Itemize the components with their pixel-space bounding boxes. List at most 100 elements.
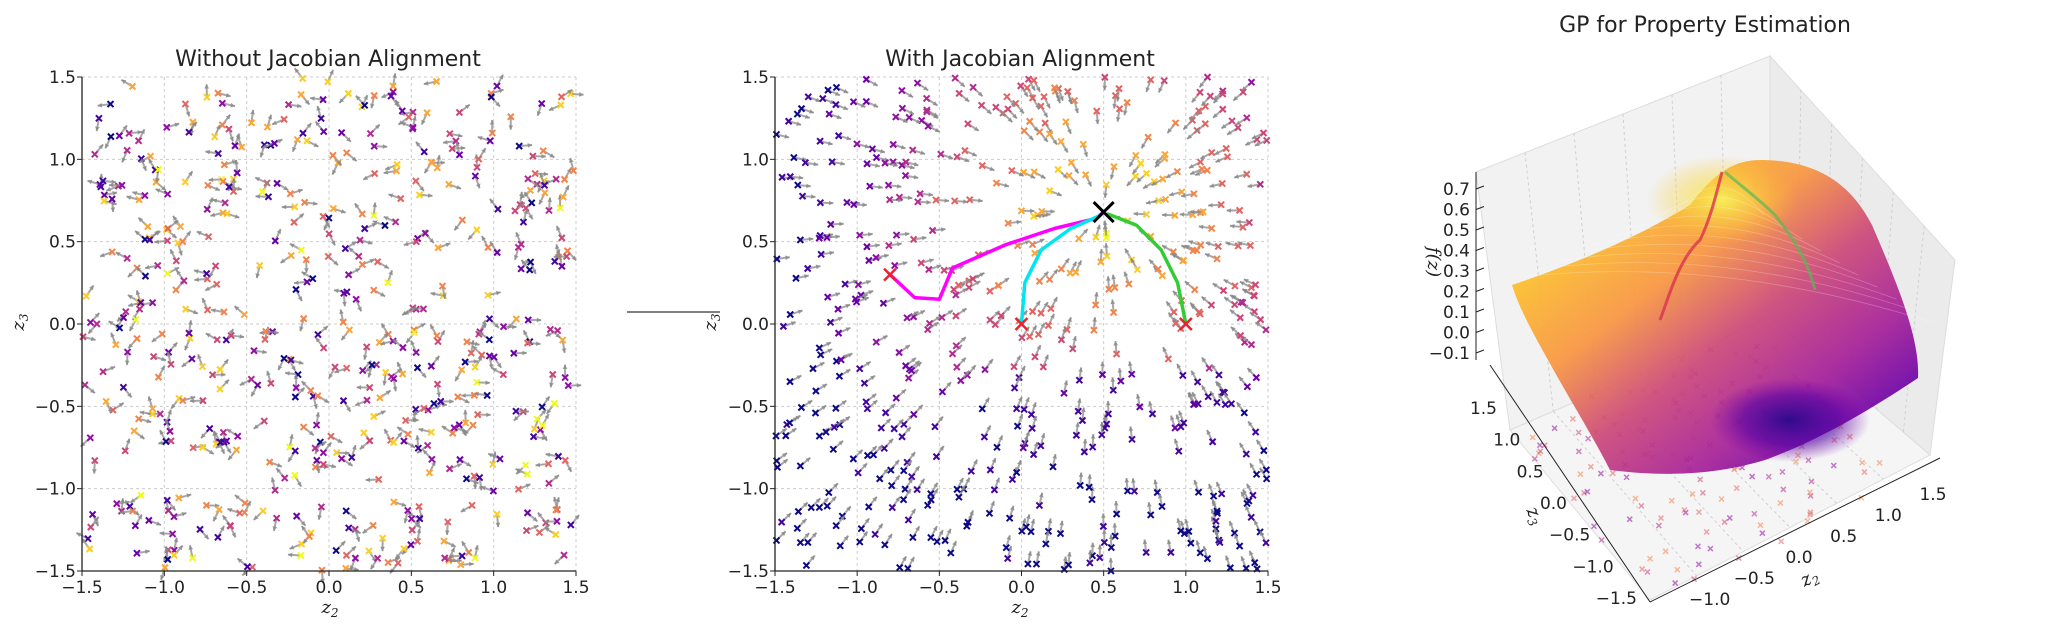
data-point xyxy=(1145,196,1163,205)
data-point xyxy=(223,209,240,219)
floor-point xyxy=(1699,489,1706,496)
data-point xyxy=(178,230,192,246)
data-point xyxy=(561,364,569,382)
data-point xyxy=(412,177,425,192)
data-point xyxy=(978,161,995,172)
data-point xyxy=(1066,261,1078,277)
z-tick xyxy=(1475,206,1485,210)
data-point xyxy=(356,383,374,392)
data-point xyxy=(557,253,566,270)
data-point xyxy=(210,209,227,218)
data-point xyxy=(924,321,940,334)
data-point xyxy=(214,89,231,98)
floor-point xyxy=(1718,495,1725,503)
data-point xyxy=(313,456,321,474)
data-point xyxy=(1145,76,1155,93)
pane-gridline xyxy=(1902,225,1925,433)
data-point xyxy=(863,243,880,251)
data-point xyxy=(938,309,954,322)
y-tick-label: 0.5 xyxy=(49,233,76,253)
z-tick-label: 0.5 xyxy=(1443,221,1470,241)
data-point xyxy=(890,418,904,433)
data-point xyxy=(1226,206,1244,215)
data-point xyxy=(978,397,990,413)
data-point xyxy=(1128,426,1136,444)
data-point xyxy=(415,191,433,199)
data-point xyxy=(887,474,901,490)
data-point xyxy=(1127,361,1136,378)
data-point xyxy=(1086,549,1094,567)
data-point xyxy=(1229,308,1244,322)
data-point xyxy=(299,314,308,332)
data-point xyxy=(928,226,946,235)
data-point xyxy=(863,160,880,168)
data-point xyxy=(515,142,533,150)
data-point xyxy=(1258,458,1270,474)
data-point xyxy=(559,184,570,201)
data-point xyxy=(917,258,934,267)
data-point xyxy=(376,389,392,402)
data-point xyxy=(454,393,470,404)
data-point xyxy=(519,209,528,226)
data-point xyxy=(1098,361,1107,379)
data-point xyxy=(489,241,501,257)
data-point xyxy=(1238,376,1252,391)
data-point xyxy=(545,452,563,461)
data-point xyxy=(1148,258,1162,273)
x-tick-label: −1.0 xyxy=(144,578,185,598)
data-point xyxy=(1102,224,1111,242)
data-point xyxy=(456,455,472,468)
data-point xyxy=(104,132,115,149)
data-point xyxy=(170,544,184,559)
data-point xyxy=(1228,520,1239,537)
data-point xyxy=(798,192,816,200)
trajectories xyxy=(883,200,1193,331)
data-point xyxy=(1209,390,1221,407)
data-point xyxy=(871,523,884,539)
data-point xyxy=(927,488,939,504)
floor-point xyxy=(1575,448,1582,455)
data-point xyxy=(1034,322,1046,339)
data-point xyxy=(128,315,140,332)
data-point xyxy=(941,528,952,545)
data-point xyxy=(545,474,560,488)
data-point xyxy=(1220,117,1236,130)
data-point xyxy=(362,343,371,360)
data-point xyxy=(526,258,537,275)
data-point xyxy=(1079,140,1089,158)
data-point xyxy=(115,124,128,140)
data-point xyxy=(292,285,303,302)
data-point xyxy=(384,160,401,171)
data-point xyxy=(170,511,187,521)
data-point xyxy=(1215,153,1232,164)
data-point xyxy=(553,551,568,565)
data-point xyxy=(1130,478,1139,495)
data-point xyxy=(1168,188,1186,197)
data-point xyxy=(471,345,486,359)
data-point xyxy=(515,231,525,248)
contour-line xyxy=(1663,196,1784,228)
data-point xyxy=(418,427,435,436)
x-axis-line xyxy=(1649,457,1941,603)
data-point xyxy=(455,103,471,117)
x-axis-label: z2 xyxy=(320,597,338,620)
data-point xyxy=(515,467,532,478)
data-point xyxy=(953,477,965,494)
data-point xyxy=(389,431,403,447)
data-point xyxy=(823,292,841,301)
data-point xyxy=(514,483,531,493)
data-point xyxy=(233,305,248,319)
data-point xyxy=(522,524,539,535)
chart-title: With Jacobian Alignment xyxy=(885,47,1155,72)
data-point xyxy=(1236,218,1253,227)
floor-point xyxy=(1726,514,1733,521)
contour-line xyxy=(1591,234,1859,276)
floor-point xyxy=(1570,495,1578,502)
data-point xyxy=(1097,248,1105,266)
data-point xyxy=(1056,520,1065,538)
data-point xyxy=(1002,534,1011,552)
data-point xyxy=(838,505,852,520)
data-point xyxy=(383,167,401,175)
floor-point xyxy=(1689,490,1696,498)
data-point xyxy=(881,533,893,549)
